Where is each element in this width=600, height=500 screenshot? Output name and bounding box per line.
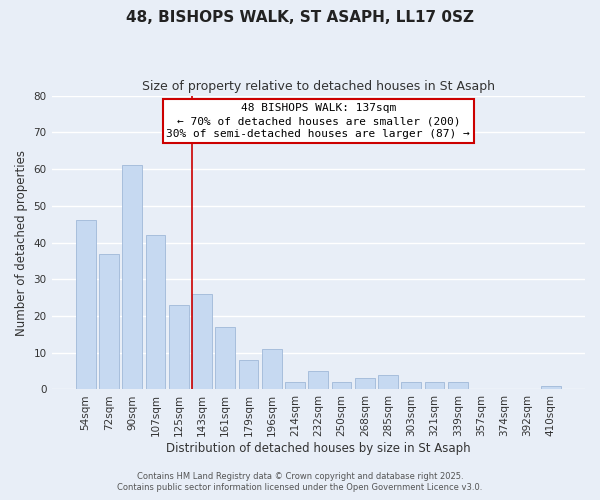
Title: Size of property relative to detached houses in St Asaph: Size of property relative to detached ho… <box>142 80 495 93</box>
Bar <box>146 235 166 390</box>
Bar <box>448 382 468 390</box>
Bar <box>122 166 142 390</box>
Bar <box>285 382 305 390</box>
Bar <box>378 375 398 390</box>
Bar <box>262 349 281 390</box>
Bar <box>308 371 328 390</box>
Text: Contains HM Land Registry data © Crown copyright and database right 2025.
Contai: Contains HM Land Registry data © Crown c… <box>118 472 482 492</box>
Bar <box>192 294 212 390</box>
Text: 48 BISHOPS WALK: 137sqm
← 70% of detached houses are smaller (200)
30% of semi-d: 48 BISHOPS WALK: 137sqm ← 70% of detache… <box>166 103 470 140</box>
Bar <box>401 382 421 390</box>
Bar <box>239 360 259 390</box>
Bar <box>332 382 352 390</box>
Bar <box>215 327 235 390</box>
Bar <box>76 220 95 390</box>
Y-axis label: Number of detached properties: Number of detached properties <box>15 150 28 336</box>
Bar <box>99 254 119 390</box>
Text: 48, BISHOPS WALK, ST ASAPH, LL17 0SZ: 48, BISHOPS WALK, ST ASAPH, LL17 0SZ <box>126 10 474 25</box>
Bar <box>169 305 188 390</box>
X-axis label: Distribution of detached houses by size in St Asaph: Distribution of detached houses by size … <box>166 442 470 455</box>
Bar <box>425 382 445 390</box>
Bar <box>355 378 374 390</box>
Bar <box>541 386 561 390</box>
